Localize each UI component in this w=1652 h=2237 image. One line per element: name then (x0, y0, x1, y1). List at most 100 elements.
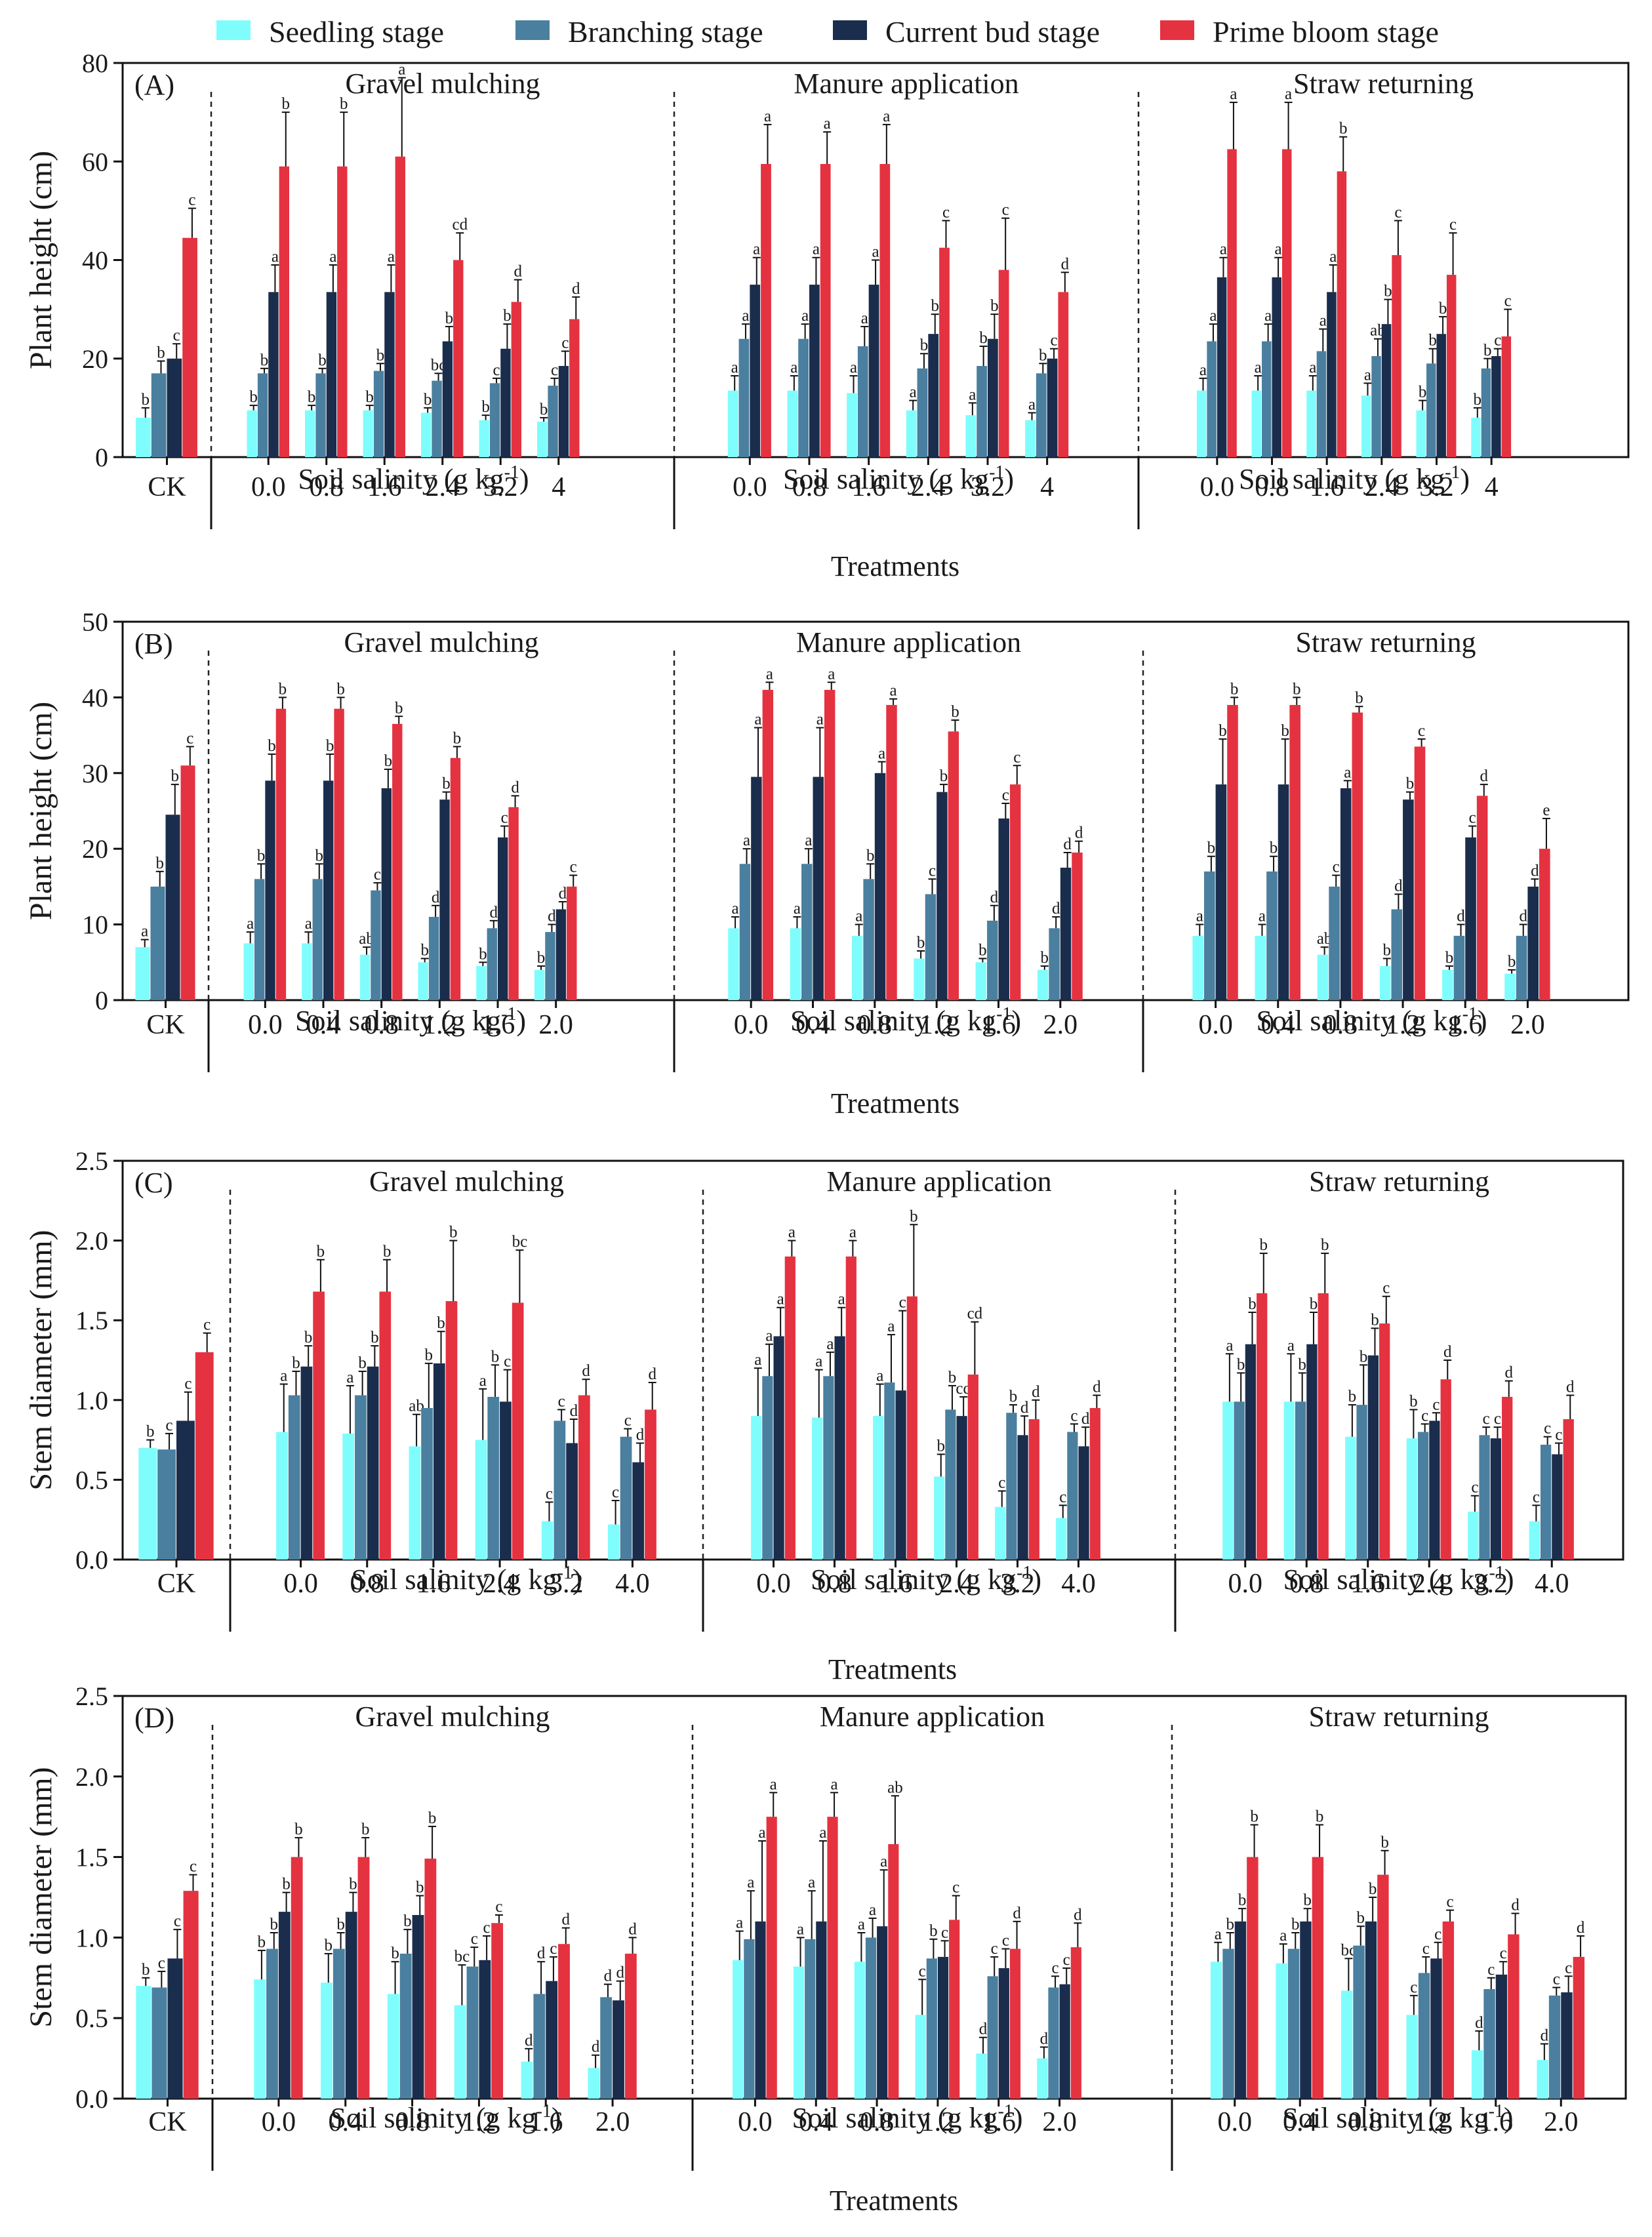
x-tick-label: 1.2 (1413, 2107, 1448, 2137)
bar-prime-bloom-stage (1257, 1293, 1268, 1560)
bar-prime-bloom-stage (879, 164, 891, 457)
y-tick-label: 0 (95, 986, 108, 1015)
significance-letter: a (850, 359, 857, 376)
significance-letter: a (346, 1369, 353, 1386)
significance-letter: d (648, 1365, 656, 1383)
significance-letter: a (797, 1920, 804, 1938)
axis-label-tail: ) (1504, 1563, 1514, 1596)
x-tick-label: 3.2 (1419, 472, 1454, 502)
bar-seedling-stage (1306, 390, 1316, 457)
y-tick-label: 50 (82, 607, 108, 637)
superscript-exponent: -1 (996, 1004, 1011, 1024)
bar-current-bud-stage (816, 1921, 827, 2099)
bar-current-bud-stage (1306, 1344, 1318, 1560)
bar-prime-bloom-stage (845, 1256, 856, 1560)
bar-prime-bloom-stage (1312, 1857, 1324, 2099)
y-tick-label: 2.5 (75, 1682, 108, 1711)
bar-branching-stage (1207, 341, 1217, 457)
significance-letter: b (249, 388, 258, 406)
bar-branching-stage (1329, 886, 1340, 1000)
bar-current-bud-stage (956, 1416, 967, 1560)
significance-letter: ab (409, 1398, 424, 1415)
x-axis-title: Treatments (831, 550, 959, 582)
bar-branching-stage (151, 1987, 167, 2099)
bar-prime-bloom-stage (1247, 1857, 1259, 2099)
significance-letter: b (1248, 1295, 1257, 1313)
bar-seedling-stage (247, 410, 257, 457)
significance-letter: bc (512, 1233, 528, 1251)
bar-cluster: bcc d 2.4 (1406, 1343, 1452, 1599)
bar-seedling-stage (359, 954, 371, 1000)
bar-cluster: b d c c 1.6 (975, 748, 1021, 1040)
bar-branching-stage (1481, 368, 1491, 457)
significance-letter: b (1445, 949, 1454, 967)
significance-letter: a (1320, 312, 1327, 330)
bar-seedling-stage (138, 1447, 157, 1560)
significance-letter: a (794, 900, 801, 917)
bar-branching-stage (487, 928, 497, 1000)
bar-branching-stage (1516, 935, 1527, 1000)
y-axis-title: Plant height (cm) (24, 151, 58, 369)
y-tick-label: 2.0 (75, 1226, 108, 1256)
significance-letter: c (1052, 1959, 1059, 1977)
bar-prime-bloom-stage (827, 1817, 838, 2099)
panel-d: 0.0 0.5 1.0 1.5 2.0 2.5 Stem diameter (mm) (D) b… (24, 1682, 1627, 2217)
bar-branching-stage (355, 1395, 367, 1560)
significance-letter: b (537, 949, 546, 967)
bar-prime-bloom-stage (1573, 1956, 1585, 2099)
significance-letter: c (1051, 332, 1058, 350)
significance-letter: a (828, 665, 835, 683)
significance-letter: d (592, 2038, 600, 2056)
significance-letter: b (1238, 1891, 1247, 1909)
significance-letter: c (1487, 1961, 1495, 1979)
x-tick-label: CK (146, 1010, 184, 1040)
bar-seedling-stage (1468, 1512, 1479, 1560)
superscript-exponent: -1 (989, 462, 1004, 483)
significance-letter: b (437, 1314, 445, 1332)
bar-cluster: b b a a 1.6 (363, 61, 406, 502)
bar-prime-bloom-stage (1379, 1323, 1390, 1560)
y-tick-label: 2.5 (75, 1146, 108, 1176)
significance-letter: d (514, 263, 523, 281)
bar-branching-stage (257, 373, 268, 457)
bar-seedling-stage (1537, 2060, 1548, 2099)
axis-label-tail: ) (1032, 1563, 1041, 1596)
bar-seedling-stage (541, 1521, 554, 1560)
significance-letter: a (855, 908, 862, 925)
y-axis-title: Plant height (cm) (24, 702, 58, 920)
bar-cluster: a a a a 0.0 (728, 665, 774, 1040)
significance-letter: b (336, 1916, 345, 1933)
bar-cluster: a bb c 3.2 (965, 201, 1010, 502)
axis-label-tail: ) (1478, 1005, 1487, 1037)
significance-letter: c (158, 1954, 165, 1972)
bar-prime-bloom-stage (313, 1291, 325, 1560)
bar-current-bud-stage (1215, 784, 1227, 1000)
significance-letter: d (1505, 1364, 1514, 1382)
x-tick-label: 0.8 (858, 1010, 893, 1040)
x-axis-title: Treatments (828, 1653, 957, 1685)
significance-letter: b (445, 310, 454, 327)
bar-branching-stage (987, 920, 998, 1000)
bar-current-bud-stage (439, 799, 450, 1000)
bar-prime-bloom-stage (1318, 1293, 1329, 1560)
bar-current-bud-stage (500, 1401, 512, 1560)
significance-letter: c (558, 1392, 565, 1410)
bar-prime-bloom-stage (450, 757, 461, 1000)
significance-letter: b (282, 1876, 291, 1893)
significance-letter: a (816, 711, 824, 729)
bar-prime-bloom-stage (1227, 704, 1238, 1000)
bar-seedling-stage (1210, 1962, 1222, 2099)
bar-branching-stage (1353, 1945, 1365, 2099)
bar-cluster: b b a b 0.0 (247, 95, 290, 502)
bar-seedling-stage (793, 1966, 805, 2099)
bar-current-bud-stage (546, 1981, 558, 2099)
x-axis-title: Treatments (831, 1087, 959, 1119)
significance-letter: a (1329, 248, 1337, 266)
bar-seedling-stage (521, 2061, 533, 2099)
